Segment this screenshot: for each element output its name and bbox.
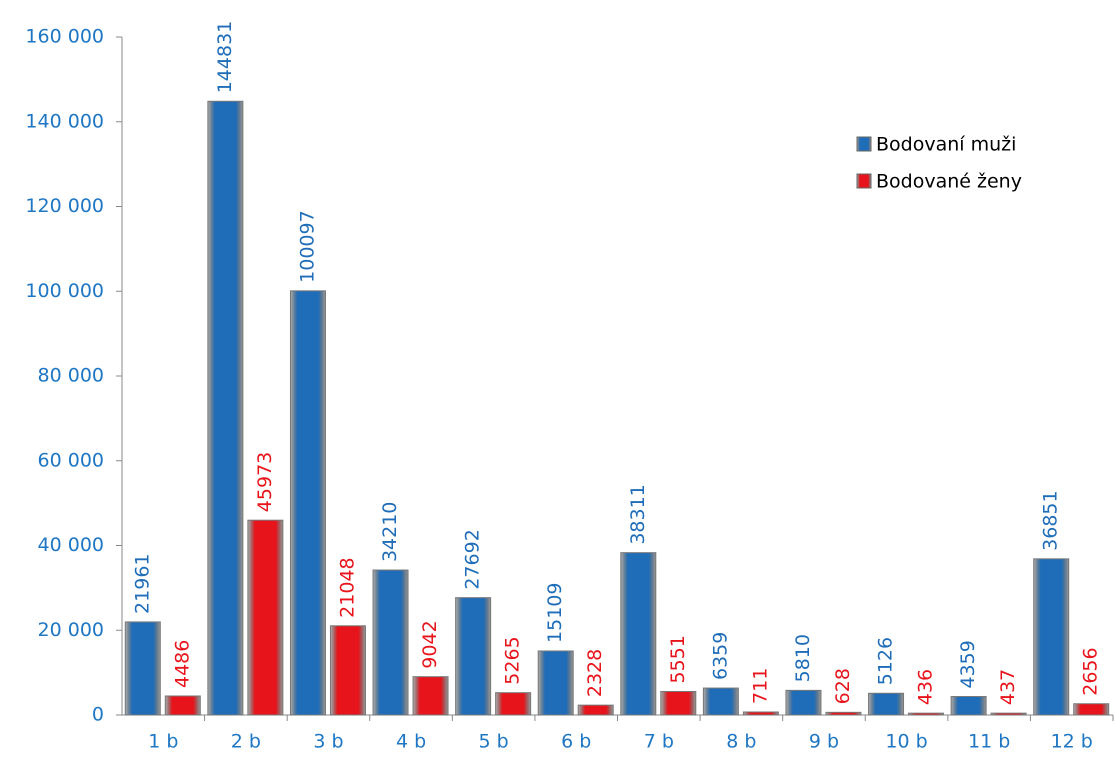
x-tick-label: 2 b bbox=[231, 731, 261, 753]
value-label: 21961 bbox=[131, 553, 153, 613]
value-label: 5551 bbox=[667, 635, 689, 683]
bar bbox=[950, 696, 987, 716]
bar bbox=[660, 690, 697, 716]
bar bbox=[412, 676, 449, 716]
value-label: 6359 bbox=[709, 632, 731, 680]
bar bbox=[620, 552, 657, 716]
bar bbox=[785, 689, 822, 716]
x-tick-label: 3 b bbox=[313, 731, 343, 753]
value-label: 5810 bbox=[792, 634, 814, 682]
legend-label: Bodovaní muži bbox=[876, 134, 1016, 156]
value-label: 27692 bbox=[462, 529, 484, 589]
value-label: 34210 bbox=[379, 502, 401, 562]
value-label: 144831 bbox=[214, 21, 236, 94]
x-tick-label: 8 b bbox=[726, 731, 756, 753]
y-tick-label: 40 000 bbox=[38, 534, 104, 556]
value-label: 2656 bbox=[1080, 647, 1102, 695]
value-label: 436 bbox=[915, 669, 937, 705]
y-tick-label: 140 000 bbox=[25, 110, 104, 132]
x-tick-label: 1 b bbox=[148, 731, 178, 753]
value-label: 36851 bbox=[1040, 490, 1062, 550]
x-tick-label: 6 b bbox=[561, 731, 591, 753]
x-tick-label: 11 b bbox=[968, 731, 1010, 753]
bar bbox=[1033, 558, 1070, 716]
bar bbox=[537, 650, 574, 716]
y-tick-label: 100 000 bbox=[25, 280, 104, 302]
value-label: 38311 bbox=[627, 484, 649, 544]
bar bbox=[372, 569, 409, 716]
x-tick-label: 7 b bbox=[644, 731, 674, 753]
bar bbox=[577, 704, 614, 716]
value-label: 5126 bbox=[875, 637, 897, 685]
value-label: 9042 bbox=[419, 620, 441, 668]
bar bbox=[1073, 703, 1110, 716]
bar bbox=[990, 712, 1027, 716]
y-tick-label: 120 000 bbox=[25, 195, 104, 217]
value-label: 5265 bbox=[502, 636, 524, 684]
value-label: 45973 bbox=[254, 452, 276, 512]
value-label: 628 bbox=[832, 668, 854, 704]
value-label: 15109 bbox=[544, 583, 566, 643]
value-label: 4359 bbox=[957, 640, 979, 688]
bar bbox=[495, 692, 532, 716]
bar bbox=[868, 692, 905, 716]
y-tick-label: 160 000 bbox=[25, 26, 104, 48]
bar bbox=[702, 687, 739, 716]
bar bbox=[329, 625, 366, 716]
legend-swatch bbox=[856, 136, 872, 152]
value-label: 437 bbox=[997, 669, 1019, 705]
y-tick-label: 0 bbox=[92, 704, 104, 726]
bar bbox=[455, 597, 492, 716]
y-tick-label: 20 000 bbox=[38, 619, 104, 641]
value-label: 711 bbox=[749, 668, 771, 704]
y-tick-label: 80 000 bbox=[38, 365, 104, 387]
bar bbox=[124, 621, 161, 716]
legend-label: Bodované ženy bbox=[876, 171, 1022, 193]
value-label: 2328 bbox=[584, 649, 606, 697]
bar bbox=[247, 519, 284, 716]
x-tick-label: 12 b bbox=[1051, 731, 1093, 753]
x-tick-label: 9 b bbox=[809, 731, 839, 753]
x-tick-label: 4 b bbox=[396, 731, 426, 753]
bar bbox=[207, 100, 244, 716]
x-tick-label: 10 b bbox=[885, 731, 927, 753]
bar bbox=[289, 290, 326, 716]
bar bbox=[742, 711, 779, 716]
value-label: 100097 bbox=[296, 210, 318, 283]
y-tick-label: 60 000 bbox=[38, 449, 104, 471]
x-tick-label: 5 b bbox=[479, 731, 509, 753]
bar bbox=[164, 695, 201, 716]
legend-swatch bbox=[856, 173, 872, 189]
value-label: 4486 bbox=[171, 640, 193, 688]
bar bbox=[825, 711, 862, 716]
value-label: 21048 bbox=[336, 557, 358, 617]
bar bbox=[908, 712, 945, 716]
